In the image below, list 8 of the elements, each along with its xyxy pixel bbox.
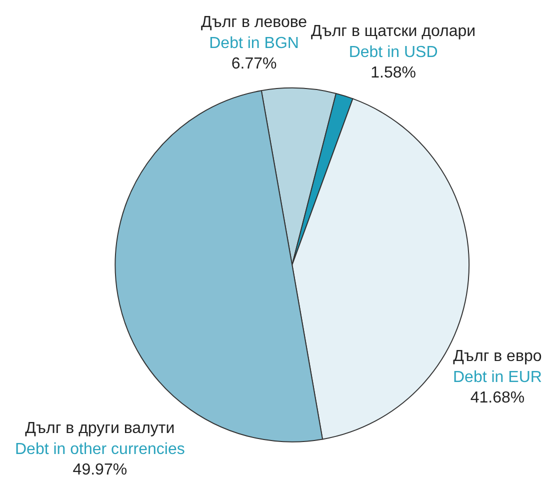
slice-label: Дълг в левове Debt in BGN bbox=[201, 14, 308, 52]
data-label: 41.68% bbox=[470, 390, 525, 407]
slice-label: Дълг в щатски долари Debt in USD bbox=[311, 23, 476, 61]
data-label: 49.97% bbox=[72, 462, 128, 479]
data-label: 6.77% bbox=[231, 56, 277, 73]
slice-label: Дълг в други валути Debt in other currencies bbox=[15, 420, 185, 458]
slice-label: Дълг в евро Debt in EUR bbox=[453, 348, 542, 386]
data-label: 1.58% bbox=[370, 64, 416, 82]
